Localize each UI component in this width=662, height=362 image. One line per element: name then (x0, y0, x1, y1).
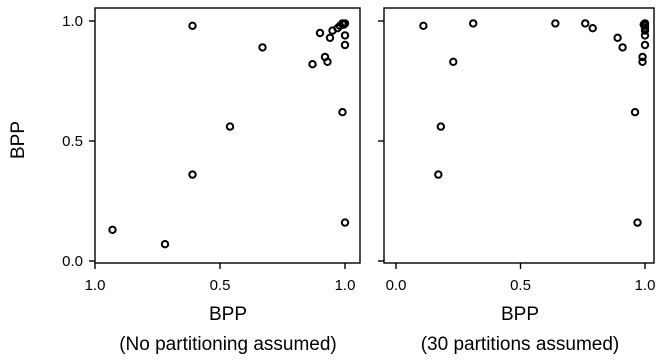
right-x-ticks: 0.0 0.5 1.0 (386, 263, 656, 294)
left-point-0 (108, 225, 117, 235)
left-x-axis-subtitle: (No partitioning assumed) (119, 334, 337, 355)
left-panel: 0.0 0.5 1.0 1.0 0.5 1.0 BPP BPP (No partitio… (8, 7, 361, 355)
right-panel: 0.0 0.5 1.0 BPP (30 partitions assumed) (378, 7, 656, 355)
right-plot-frame (383, 7, 655, 264)
left-y-tick-label-0: 0.0 (62, 253, 83, 270)
left-x-axis-label: BPP (209, 304, 247, 325)
right-point-5 (613, 33, 622, 42)
left-x-tick-label-0: 1.0 (85, 277, 106, 294)
right-point-0 (419, 21, 428, 30)
left-x-tick-label-1: 0.5 (210, 277, 231, 294)
right-x-tick-label-1: 0.5 (510, 277, 531, 294)
left-point-17 (338, 108, 347, 117)
left-point-3 (188, 170, 197, 179)
right-point-8 (436, 122, 446, 131)
right-point-12 (638, 52, 647, 62)
left-point-2 (188, 21, 197, 30)
left-y-tick-label-2: 1.0 (62, 13, 83, 30)
right-point-3 (581, 19, 590, 28)
left-y-ticks: 0.0 0.5 1.0 (62, 13, 95, 270)
left-point-18 (340, 31, 350, 40)
right-point-14 (640, 40, 650, 50)
right-y-ticks (378, 20, 384, 262)
right-point-20 (640, 24, 650, 33)
left-x-tick-label-2: 1.0 (335, 277, 356, 294)
right-point-10 (630, 108, 640, 117)
left-x-ticks: 1.0 0.5 1.0 (85, 263, 356, 294)
left-point-10 (325, 33, 335, 42)
right-point-6 (618, 43, 627, 52)
left-y-axis-label: BPP (8, 121, 29, 159)
right-point-4 (588, 24, 597, 33)
right-points (419, 19, 650, 227)
right-point-9 (434, 170, 443, 179)
left-point-16 (340, 19, 350, 28)
left-point-20 (340, 218, 350, 227)
right-point-11 (633, 218, 642, 227)
left-y-tick-label-1: 0.5 (62, 133, 83, 150)
right-point-7 (449, 57, 458, 66)
left-point-1 (160, 240, 170, 249)
right-point-13 (638, 57, 647, 66)
left-plot-frame (94, 7, 361, 264)
left-points (108, 19, 350, 249)
left-point-19 (340, 40, 350, 50)
left-point-4 (225, 122, 235, 131)
right-x-tick-label-2: 1.0 (635, 277, 656, 294)
right-x-tick-label-0: 0.0 (386, 277, 407, 294)
right-x-axis-label: BPP (501, 304, 539, 325)
right-point-2 (551, 19, 560, 28)
left-point-7 (315, 28, 325, 38)
right-point-1 (468, 19, 478, 28)
left-point-9 (323, 57, 332, 66)
left-point-6 (308, 59, 317, 69)
left-point-5 (258, 43, 267, 52)
right-x-axis-subtitle: (30 partitions assumed) (421, 334, 620, 355)
